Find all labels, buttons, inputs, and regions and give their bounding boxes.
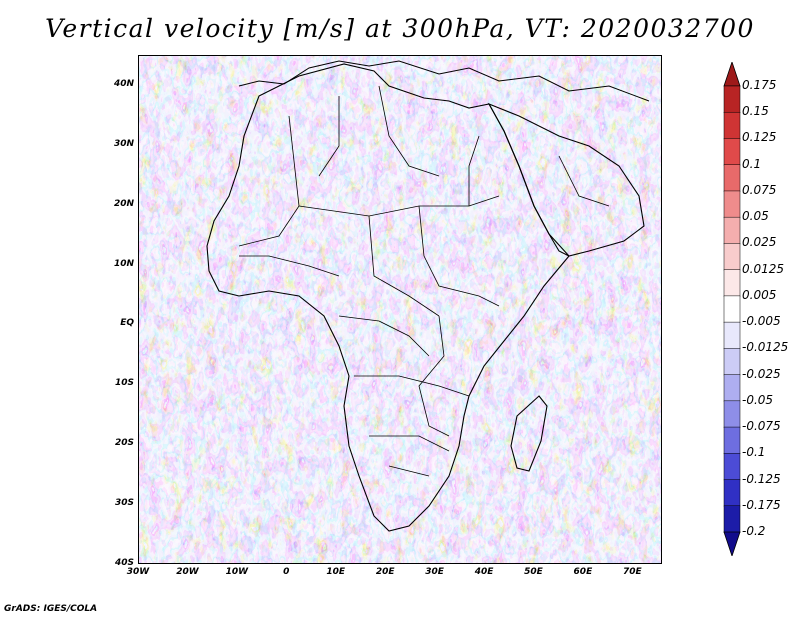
field-texture — [139, 56, 661, 563]
colorbar-tick-label: -0.075 — [742, 419, 781, 434]
colorbar-swatch — [723, 400, 741, 428]
colorbar — [723, 62, 741, 556]
lon-tick-label: 20W — [176, 567, 199, 577]
colorbar-tick-label: 0.075 — [742, 182, 777, 197]
lon-tick-label: 40E — [474, 567, 494, 577]
colorbar-tick-label: -0.05 — [742, 392, 774, 407]
footer-credit: GrADS: IGES/COLA — [4, 604, 98, 614]
colorbar-swatch — [723, 453, 741, 481]
colorbar-tick-label: -0.1 — [742, 445, 766, 460]
colorbar-swatch — [723, 505, 741, 533]
colorbar-tick-label: -0.125 — [742, 471, 781, 486]
colorbar-tick-label: -0.2 — [742, 524, 766, 538]
colorbar-swatch — [723, 479, 741, 507]
lat-tick-label: 10N — [113, 258, 134, 269]
lon-tick-label: 30E — [425, 567, 444, 577]
lat-tick-label: 30S — [114, 498, 134, 509]
lon-tick-label: 10E — [326, 567, 346, 577]
colorbar-swatch — [723, 111, 741, 140]
colorbar-swatch — [723, 348, 741, 376]
lon-tick-label: 60E — [573, 567, 593, 577]
europe-coastline — [238, 60, 650, 102]
lat-tick-label: EQ — [120, 318, 134, 329]
colorbar-swatch — [723, 269, 741, 297]
arabia-coastline — [487, 102, 645, 257]
map-canvas — [139, 56, 661, 563]
colorbar-swatch — [723, 295, 741, 323]
triangle-down-icon — [723, 531, 741, 556]
colorbar-swatch — [723, 321, 741, 350]
colorbar-tick-label: -0.025 — [742, 366, 781, 381]
colorbar-swatch — [723, 426, 741, 455]
colorbar-swatch — [723, 190, 741, 218]
map-title: Vertical velocity [m/s] at 300hPa, VT: 2… — [45, 14, 755, 43]
africa-coastline — [206, 63, 570, 532]
vertical-velocity-map — [138, 55, 662, 564]
colorbar-tick-label: 0.005 — [742, 287, 777, 302]
colorbar-tick-label: 0.1 — [742, 156, 762, 171]
lat-tick-label: 40N — [113, 78, 134, 89]
colorbar-tick-label: 0.125 — [742, 130, 777, 145]
colorbar-tick-label: -0.005 — [742, 314, 781, 329]
lon-tick-label: 50E — [524, 567, 543, 577]
colorbar-swatch — [723, 243, 741, 271]
madagascar-coastline — [510, 395, 548, 472]
lon-tick-label: 10W — [225, 567, 249, 577]
country-borders — [238, 85, 610, 477]
lat-tick-label: 20S — [114, 438, 134, 449]
lat-tick-label: 30N — [113, 138, 134, 149]
lon-tick-label: 30W — [126, 567, 150, 577]
lat-tick-label: 40S — [114, 558, 134, 568]
colorbar-swatch — [723, 216, 741, 245]
triangle-up-icon — [723, 62, 741, 87]
colorbar-tick-label: 0.15 — [742, 104, 769, 119]
colorbar-tick-label: 0.175 — [742, 78, 777, 92]
colorbar-tick-label: 0.0125 — [742, 261, 784, 276]
colorbar-swatch — [723, 138, 741, 166]
colorbar-swatch — [723, 374, 741, 402]
colorbar-tick-label: 0.025 — [742, 235, 777, 250]
colorbar-tick-label: 0.05 — [742, 209, 769, 224]
lat-tick-label: 10S — [114, 378, 134, 389]
lat-tick-label: 20N — [113, 198, 134, 209]
lon-tick-label: 0 — [283, 567, 290, 577]
lon-tick-label: 70E — [622, 567, 642, 577]
colorbar-swatch — [723, 164, 741, 192]
lon-tick-label: 20E — [375, 567, 395, 577]
colorbar-swatch — [723, 85, 741, 113]
colorbar-tick-label: -0.0125 — [742, 340, 789, 355]
colorbar-tick-label: -0.175 — [742, 497, 781, 512]
